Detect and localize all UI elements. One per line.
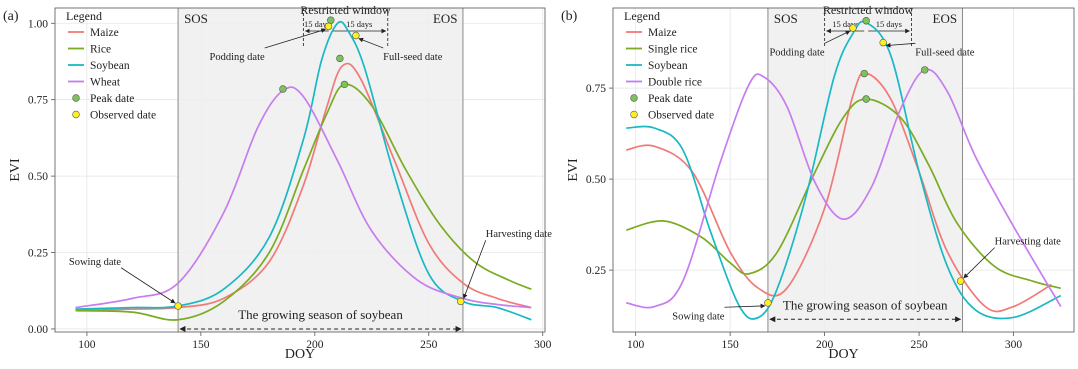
growing-season-label: The growing season of soybean: [238, 307, 403, 322]
panel-a: SOS EOS Restricted window 15 days 15 days The…: [3, 3, 552, 362]
peak-point: [860, 69, 868, 78]
observed-label: Sowing date: [69, 257, 122, 268]
observed-label: Sowing date: [672, 311, 725, 322]
legend-swatch-point: [72, 110, 80, 119]
x-tick-label: 200: [306, 339, 324, 351]
peak-point: [327, 16, 335, 24]
legend-item-label: Observed date: [648, 110, 714, 122]
y-tick-label: 0.75: [28, 95, 48, 107]
legend-title: Legend: [66, 9, 102, 23]
panel-label: (b): [561, 9, 578, 24]
observed-arrow: [462, 240, 487, 299]
x-axis-label: DOY: [285, 347, 315, 362]
legend-swatch-point: [72, 94, 80, 102]
observed-arrow: [963, 247, 995, 279]
plot-frame: [612, 7, 1075, 333]
observed-label: Podding date: [210, 52, 265, 63]
x-tick-label: 250: [910, 339, 928, 351]
peak-point: [862, 17, 870, 25]
series-line-double-rice: [626, 68, 1062, 309]
observed-arrow: [824, 30, 851, 44]
peak-point: [862, 95, 870, 103]
series-line-single-rice: [626, 98, 1061, 290]
right-15-days-label: 15 days: [876, 19, 902, 29]
x-tick-label: 100: [78, 339, 96, 351]
observed-label: Full-seed date: [915, 47, 975, 58]
legend-item-label: Rice: [90, 44, 111, 56]
y-tick-label: 0.75: [586, 83, 606, 95]
observed-arrow: [264, 28, 326, 49]
season-band: [767, 8, 963, 332]
peak-point: [921, 66, 929, 74]
legend-swatch-point: [630, 94, 638, 102]
y-axis-label: EVI: [566, 158, 581, 182]
legend-title: Legend: [624, 9, 660, 23]
observed-point: [174, 302, 182, 310]
legend-item-label: Single rice: [648, 44, 698, 56]
plot-frame: [54, 7, 546, 333]
left-15-days-label: 15 days: [832, 19, 858, 29]
sos-label: SOS: [774, 11, 798, 26]
legend-item-label: Maize: [90, 27, 119, 39]
observed-point: [352, 31, 360, 40]
observed-point: [764, 299, 772, 307]
x-tick-label: 250: [420, 339, 438, 351]
restricted-window-label: Restricted window: [300, 3, 391, 17]
legend-item-label: Maize: [648, 27, 677, 39]
legend-item-label: Wheat: [90, 77, 121, 89]
observed-arrow: [120, 267, 176, 304]
panel-b: SOS EOS Restricted window 15 days 15 days The…: [561, 3, 1075, 362]
legend-item-label: Peak date: [648, 93, 692, 105]
eos-label: EOS: [933, 11, 958, 26]
x-tick-label: 150: [722, 339, 740, 351]
observed-arrow: [885, 42, 916, 48]
legend-item-label: Observed date: [90, 110, 156, 122]
y-tick-label: 0.25: [586, 265, 606, 277]
x-tick-label: 200: [816, 339, 834, 351]
eos-label: EOS: [433, 11, 458, 26]
observed-arrow: [724, 303, 766, 309]
observed-point: [456, 297, 465, 306]
legend-swatch-point: [630, 110, 638, 119]
observed-label: Harvesting date: [486, 229, 553, 240]
panel-label: (a): [3, 9, 19, 24]
observed-label: Podding date: [769, 47, 824, 58]
left-15-days-label: 15 days: [304, 19, 330, 29]
right-15-days-label: 15 days: [346, 19, 372, 29]
legend-item-label: Soybean: [648, 60, 688, 72]
observed-label: Full-seed date: [383, 52, 443, 63]
series-line-soybean: [626, 20, 1062, 320]
sos-label: SOS: [184, 11, 208, 26]
x-tick-label: 100: [627, 339, 645, 351]
series-line-rice: [75, 83, 532, 321]
x-tick-label: 150: [192, 339, 210, 351]
y-axis-label: EVI: [8, 158, 23, 182]
legend-item-label: Double rice: [648, 77, 702, 89]
observed-point: [324, 22, 333, 31]
x-tick-label: 300: [534, 339, 552, 351]
peak-point: [336, 54, 344, 63]
observed-point: [956, 277, 965, 285]
y-tick-label: 0.50: [586, 174, 606, 186]
restricted-window-label: Restricted window: [823, 3, 914, 17]
y-tick-label: 0.50: [28, 171, 48, 183]
y-tick-label: 0.25: [28, 248, 48, 260]
y-tick-label: 1.00: [28, 18, 48, 30]
growing-season-label: The growing season of soybean: [783, 297, 948, 312]
x-axis-label: DOY: [828, 347, 858, 362]
observed-label: Harvesting date: [995, 237, 1062, 248]
legend-item-label: Peak date: [90, 93, 134, 105]
x-tick-label: 300: [1005, 339, 1023, 351]
peak-point: [340, 80, 349, 89]
y-tick-label: 0.00: [28, 324, 48, 336]
legend-item-label: Soybean: [90, 60, 130, 72]
observed-point: [849, 24, 857, 32]
observed-point: [879, 38, 887, 47]
observed-arrow: [358, 37, 384, 49]
series-line-maize: [75, 62, 532, 312]
peak-point: [279, 85, 287, 93]
